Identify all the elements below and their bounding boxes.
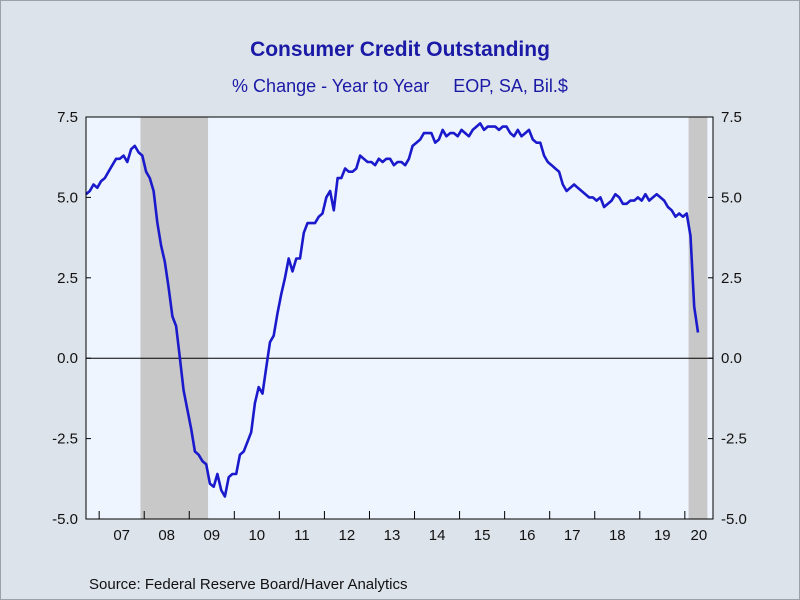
x-tick-label: 14: [429, 527, 446, 544]
series-group: [85, 122, 700, 498]
plot-border: [85, 116, 714, 520]
x-tick-label: 07: [113, 527, 130, 544]
x-tick-label: 11: [294, 527, 310, 544]
x-tick-label: 19: [654, 527, 671, 544]
recession-shading: [140, 117, 708, 519]
subtitle-units: EOP, SA, Bil.$: [453, 76, 568, 96]
y-tick-label-left: 2.5: [57, 270, 78, 287]
x-tick-label: 17: [564, 527, 581, 544]
y-axis-left-labels: 7.5 5.0 2.5 0.0 -2.5 -5.0: [52, 109, 78, 528]
y-tick-label-right: 0.0: [721, 350, 742, 367]
subtitle-measure: % Change - Year to Year: [232, 76, 430, 96]
x-tick-label: 09: [203, 527, 220, 544]
x-tick-label: 10: [248, 527, 265, 544]
chart-title: Consumer Credit Outstanding: [250, 38, 550, 61]
x-tick-label: 15: [474, 527, 491, 544]
y-tick-label-left: -5.0: [52, 511, 78, 528]
y-axis-right-labels: 7.5 5.0 2.5 0.0 -2.5 -5.0: [721, 109, 747, 528]
y-tick-label-right: 5.0: [721, 189, 742, 206]
x-axis-labels: 07 08 09 10 11 12 13 14 15 16 17 18 19 20: [113, 527, 707, 544]
x-tick-label: 18: [609, 527, 626, 544]
chart-subtitle: % Change - Year to Year EOP, SA, Bil.$: [0, 76, 800, 97]
x-tick-label: 16: [519, 527, 536, 544]
y-tick-label-right: -2.5: [721, 431, 747, 448]
y-tick-label-right: 7.5: [721, 109, 742, 126]
y-tick-label-left: 7.5: [57, 109, 78, 126]
y-tick-label-left: -2.5: [52, 431, 78, 448]
x-tick-label: 13: [384, 527, 401, 544]
recession-band-1: [688, 117, 708, 519]
axes: [85, 116, 714, 520]
x-tick-label: 12: [339, 527, 356, 544]
series-line-0: [85, 122, 700, 498]
x-tick-label: 20: [691, 527, 708, 544]
x-tick-label: 08: [158, 527, 175, 544]
source-note: Source: Federal Reserve Board/Haver Anal…: [89, 576, 408, 593]
y-tick-label-right: -5.0: [721, 511, 747, 528]
y-tick-label-left: 5.0: [57, 189, 78, 206]
y-tick-label-left: 0.0: [57, 350, 78, 367]
y-tick-label-right: 2.5: [721, 270, 742, 287]
